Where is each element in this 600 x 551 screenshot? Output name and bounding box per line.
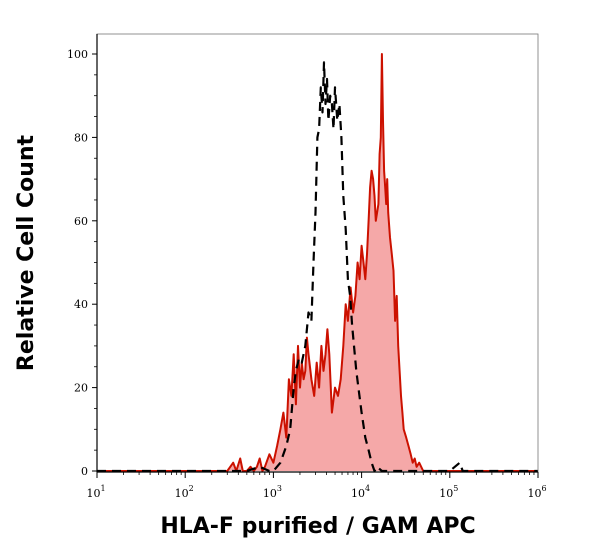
y-tick-label: 60 <box>74 215 88 228</box>
filled-histogram-area <box>97 54 538 471</box>
y-axis-title: Relative Cell Count <box>14 134 39 371</box>
dashed-histogram-line <box>97 61 538 473</box>
x-tick-label: 102 <box>175 484 194 500</box>
axes: 0 20 40 60 80 100 101 102 103 104 105 106 <box>67 33 547 500</box>
x-tick-label: 101 <box>86 484 105 500</box>
y-tick-label: 100 <box>67 48 88 61</box>
x-tick-label: 106 <box>527 484 546 500</box>
x-axis-title: HLA-F purified / GAM APC <box>160 514 475 539</box>
y-tick-label: 0 <box>81 465 88 478</box>
y-tick-label: 80 <box>74 131 88 144</box>
x-tick-label: 104 <box>351 484 370 500</box>
y-tick-label: 40 <box>74 298 88 311</box>
x-tick-label: 103 <box>263 484 282 500</box>
filled-histogram-outline <box>97 53 538 472</box>
y-tick-label: 20 <box>74 382 88 395</box>
plot-area <box>97 53 538 473</box>
x-tick-label: 105 <box>439 484 458 500</box>
